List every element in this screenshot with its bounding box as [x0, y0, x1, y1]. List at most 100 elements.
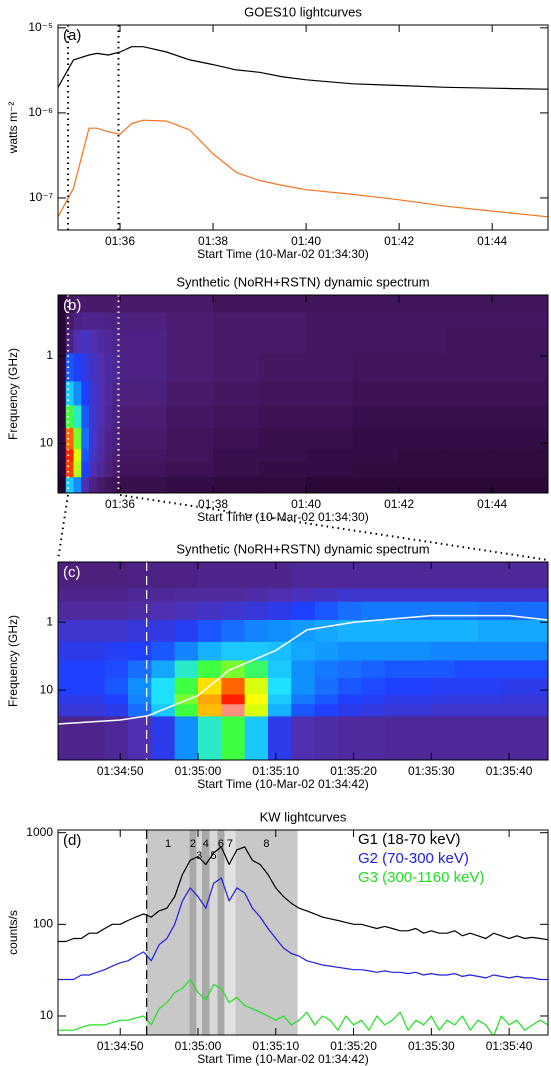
spectrum-cell	[166, 381, 214, 406]
spectrum-cell	[58, 588, 82, 603]
spectrum-cell	[65, 405, 75, 429]
spectrum-cell	[89, 329, 98, 354]
spectrum-cell	[259, 329, 307, 354]
spectrum-cell	[73, 427, 82, 450]
x-tick-label: 01:35:00	[175, 764, 222, 778]
spectrum-cell	[104, 449, 113, 463]
spectrum-cell	[58, 461, 67, 478]
spectrum-cell	[120, 449, 168, 463]
spectrum-cell	[198, 601, 222, 621]
spectrum-cell	[244, 588, 269, 603]
x-tick-label: 01:35:00	[175, 1039, 222, 1053]
y-axis-label: Frequency (GHz)	[6, 615, 20, 707]
spectrum-cell	[431, 601, 456, 621]
spectrum-cell	[431, 562, 456, 589]
spectrum-cell	[73, 329, 82, 354]
spectrum-cell	[213, 427, 261, 450]
spectrum-cell	[306, 449, 354, 463]
interval-label: 3	[196, 850, 202, 862]
spectrum-cell	[96, 353, 106, 382]
spectrum-cell	[81, 427, 90, 450]
spectrum-cell	[445, 427, 493, 450]
spectral-curve	[58, 614, 548, 725]
spectrum-cell	[166, 405, 214, 429]
x-axis-label: Start Time (10-Mar-02 01:34:42)	[197, 1052, 368, 1066]
spectrum-cell	[306, 477, 354, 493]
spectrum-cell	[291, 620, 316, 643]
spectrum-cell	[501, 694, 526, 705]
spectrum-cell	[89, 427, 98, 450]
spectrum-cell	[538, 477, 548, 493]
spectrum-cell	[166, 427, 214, 450]
spectrum-cell	[104, 588, 129, 603]
spectrum-cell	[128, 660, 152, 679]
spectrum-cell	[314, 588, 339, 603]
spectrum-cell	[314, 562, 339, 589]
spectrum-cell	[81, 677, 106, 696]
spectrum-cell	[524, 704, 548, 717]
spectrum-cell	[73, 295, 82, 313]
spectrum-cell	[399, 461, 447, 478]
x-tick-label: 01:36	[105, 497, 135, 511]
spectrum-cell	[221, 660, 246, 679]
spectrum-cell	[492, 295, 540, 313]
spectrum-cell	[445, 295, 493, 313]
spectrum-cell	[151, 660, 176, 679]
series-line	[58, 46, 548, 90]
spectrum-cell	[73, 312, 82, 331]
spectrum-cell	[314, 677, 339, 696]
spectrum-cell	[112, 427, 121, 450]
spectrum-cell	[151, 562, 176, 589]
interval-label: 8	[263, 838, 269, 850]
x-tick-label: 01:38	[198, 497, 228, 511]
spectrum-cell	[174, 660, 199, 679]
spectrum-cell	[399, 329, 447, 354]
plot-frame	[57, 24, 549, 231]
spectrum-cell	[198, 620, 222, 643]
spectrum-cell	[431, 660, 456, 679]
spectrum-cell	[454, 716, 479, 760]
spectrum-cell	[431, 716, 456, 760]
spectrum-cell	[58, 381, 67, 406]
spectrum-cell	[73, 405, 82, 429]
x-axis-label: Start Time (10-Mar-02 01:34:30)	[197, 510, 368, 524]
spectrum-cell	[524, 562, 548, 589]
x-tick-label: 01:40	[291, 234, 321, 248]
spectrum-cell	[58, 704, 82, 717]
spectrum-cell	[104, 427, 113, 450]
spectrum-cell	[291, 562, 316, 589]
spectrum-cell	[314, 660, 339, 679]
spectrum-cell	[478, 660, 502, 679]
spectrum-cell	[268, 677, 292, 696]
spectrum-cell	[291, 641, 316, 662]
interval-label: 6	[218, 838, 224, 850]
spectrum-cell	[431, 677, 456, 696]
spectrum-cell	[112, 477, 121, 493]
spectrum-cell	[213, 353, 261, 382]
spectrum-cell	[338, 562, 362, 589]
spectrum-cell	[338, 588, 362, 603]
spectrum-cell	[399, 427, 447, 450]
spectrum-cell	[151, 620, 176, 643]
spectrum-cell	[445, 461, 493, 478]
spectrum-cell	[58, 601, 82, 621]
spectrum-cell	[65, 329, 75, 354]
legend-entry: G1 (18-70 keV)	[358, 831, 461, 848]
spectrum-cell	[291, 601, 316, 621]
y-tick-label: 10	[40, 682, 54, 696]
spectrum-cell	[58, 405, 67, 429]
spectrum-cell	[291, 694, 316, 705]
spectrum-cell	[306, 353, 354, 382]
spectrum-cell	[478, 588, 502, 603]
spectrum-cell	[384, 588, 409, 603]
spectrum-cell	[81, 329, 90, 354]
spectrum-cell	[445, 405, 493, 429]
spectrum-cell	[81, 449, 90, 463]
spectrum-cell	[492, 477, 540, 493]
spectrum-cell	[221, 601, 246, 621]
spectrum-cell	[478, 677, 502, 696]
spectrum-cell	[221, 694, 246, 705]
x-tick-label: 01:34:50	[97, 1039, 144, 1053]
spectrum-cell	[65, 449, 75, 463]
